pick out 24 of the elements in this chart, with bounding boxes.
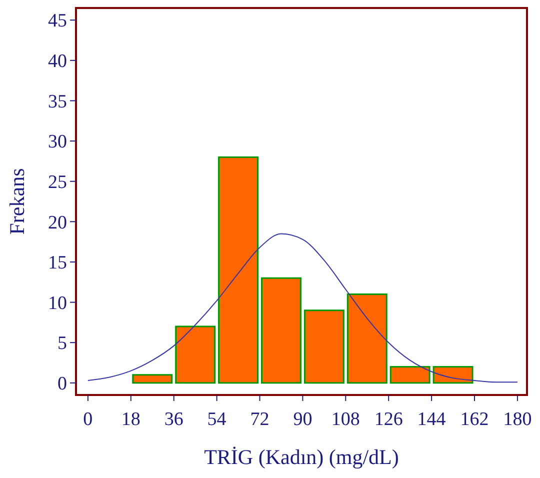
x-tick-label: 0 xyxy=(83,409,93,430)
y-tick-label: 15 xyxy=(48,252,67,274)
x-tick-label: 108 xyxy=(331,409,360,430)
y-tick-label: 5 xyxy=(58,333,67,354)
y-tick-label: 30 xyxy=(48,132,67,153)
y-tick-label: 25 xyxy=(48,172,67,193)
x-tick-label: 90 xyxy=(293,409,312,430)
x-tick-label: 18 xyxy=(121,409,140,430)
x-tick-label: 162 xyxy=(460,409,489,430)
line-series xyxy=(87,233,518,383)
y-axis-title: Frekans xyxy=(5,168,29,235)
x-tick-label: 72 xyxy=(250,409,270,430)
y-tick-label: 35 xyxy=(48,91,67,112)
x-tick-label: 144 xyxy=(417,409,446,430)
y-tick-label: 10 xyxy=(48,292,67,314)
x-tick-label: 180 xyxy=(503,409,532,430)
x-tick-label: 54 xyxy=(207,409,227,430)
x-axis-title: TRİG (Kadın) (mg/dL) xyxy=(204,445,399,469)
y-tick-label: 40 xyxy=(48,51,67,72)
x-tick-label: 36 xyxy=(164,409,184,430)
y-tick-label: 0 xyxy=(58,374,67,395)
x-tick-label: 126 xyxy=(374,409,403,430)
y-tick-label: 45 xyxy=(48,10,67,32)
y-tick-label: 20 xyxy=(48,212,67,234)
